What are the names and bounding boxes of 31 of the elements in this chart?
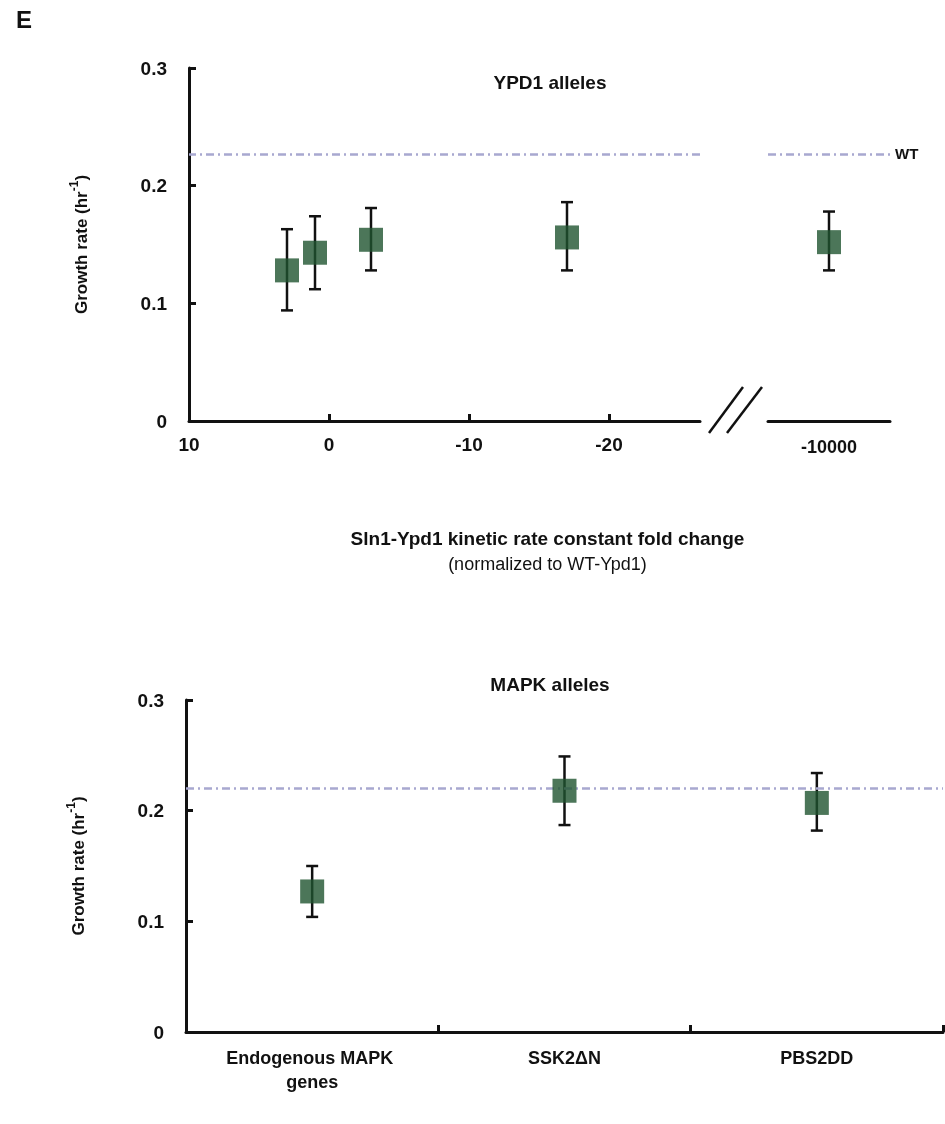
y-tick-label: 0.1 xyxy=(140,292,168,314)
x-tick-label: 10 xyxy=(178,434,200,455)
x-tick-label: -10000 xyxy=(800,437,858,457)
y-tick-label: 0 xyxy=(153,1021,164,1043)
x-tick-label: PBS2DD xyxy=(780,1048,854,1068)
y-axis-title: Growth rate (hr-1) xyxy=(64,796,88,936)
x-axis-title: Sln1-Ypd1 kinetic rate constant fold change xyxy=(349,528,746,550)
y-tick-label: 0.1 xyxy=(137,910,165,932)
y-tick-label: 0.2 xyxy=(137,800,164,822)
y-axis-title: Growth rate (hr-1) xyxy=(67,174,91,315)
y-tick-label: 0.3 xyxy=(140,57,167,79)
text: E xyxy=(16,6,33,34)
ref-line-label: WT xyxy=(895,145,919,163)
chart-title: YPD1 alleles xyxy=(493,72,607,93)
point xyxy=(300,879,325,904)
x-tick-label: -10 xyxy=(455,434,483,455)
chart-title: MAPK alleles xyxy=(490,674,610,695)
point xyxy=(275,258,299,283)
y-tick-label: 0.3 xyxy=(137,689,164,711)
x-tick-label: Endogenous MAPK genes xyxy=(226,1048,399,1092)
point xyxy=(359,227,383,252)
point xyxy=(552,778,577,803)
x-tick-label: -20 xyxy=(595,434,623,455)
x-tick-label: 0 xyxy=(323,434,335,455)
point xyxy=(804,790,829,815)
x-tick-label: SSK2ΔN xyxy=(528,1048,601,1068)
point xyxy=(555,225,579,250)
y-tick-label: 0 xyxy=(156,410,167,432)
y-tick-label: 0.2 xyxy=(140,175,167,197)
point xyxy=(303,240,327,265)
text: (normalized to WT-Ypd1) xyxy=(447,554,648,575)
